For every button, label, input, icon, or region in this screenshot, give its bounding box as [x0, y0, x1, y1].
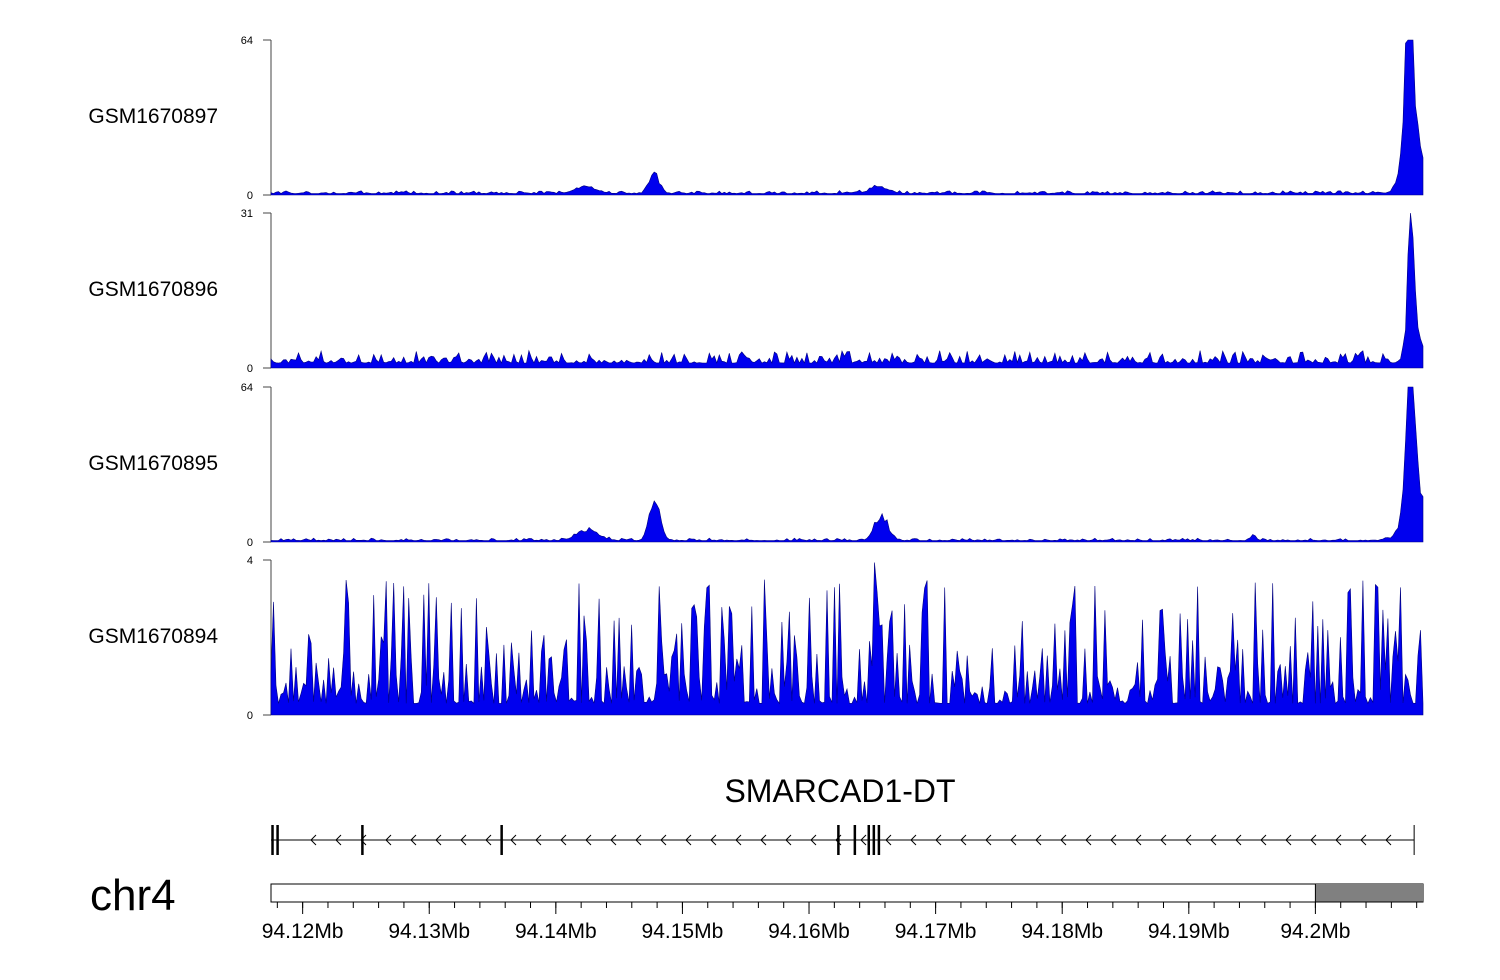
genomic-axis: 94.12Mb 94.13Mb 94.14Mb 94.15Mb 94.16Mb 94.17… [262, 901, 1423, 943]
exon [837, 825, 840, 855]
strand-arrow [985, 834, 992, 846]
strand-arrow [885, 834, 892, 846]
x-tick-label: 94.15Mb [642, 920, 724, 943]
signal-area [270, 212, 1424, 369]
strand-arrow [1210, 834, 1217, 846]
x-tick-label: 94.18Mb [1021, 920, 1103, 943]
strand-arrow [535, 834, 542, 846]
strand-arrow [1335, 834, 1342, 846]
chromosome-band [270, 883, 1424, 903]
cytoband-gray [1315, 884, 1423, 902]
signal-area [270, 562, 1424, 716]
strand-arrow [410, 834, 417, 846]
strand-arrow [1310, 834, 1317, 846]
y-tick-label-min: 0 [247, 537, 253, 549]
strand-arrow [560, 834, 567, 846]
y-tick-label-max: 4 [247, 555, 253, 567]
x-tick-label: 94.13Mb [388, 920, 470, 943]
strand-arrow [1385, 834, 1392, 846]
strand-arrow [1135, 834, 1142, 846]
chromosome-ideogram [270, 883, 1424, 903]
track-label: GSM1670894 [88, 625, 218, 648]
strand-arrow [435, 834, 442, 846]
strand-arrow [1285, 834, 1292, 846]
exon [877, 825, 881, 855]
strand-arrow [1160, 834, 1167, 846]
x-tick-label: 94.16Mb [768, 920, 850, 943]
strand-arrow [810, 834, 817, 846]
track-label: GSM1670896 [88, 278, 218, 301]
strand-arrow [685, 834, 692, 846]
strand-arrow [610, 834, 617, 846]
track-GSM1670895: GSM1670895 64 0 [88, 382, 1424, 549]
exon [867, 825, 871, 855]
track-GSM1670897: GSM1670897 64 0 [88, 35, 1424, 202]
gene-model [271, 825, 1415, 855]
strand-arrow [1085, 834, 1092, 846]
strand-arrow [960, 834, 967, 846]
strand-arrow [1110, 834, 1117, 846]
strand-arrow [385, 834, 392, 846]
x-tick-label: 94.12Mb [262, 920, 344, 943]
strand-arrow [635, 834, 642, 846]
signal-area [270, 386, 1424, 543]
y-tick-label-min: 0 [247, 710, 253, 722]
strand-arrow [910, 834, 917, 846]
strand-arrow [660, 834, 667, 846]
data-tracks: GSM1670897640GSM1670896310GSM1670895640G… [88, 35, 1424, 722]
strand-arrow [1060, 834, 1067, 846]
track-GSM1670896: GSM1670896 31 0 [88, 208, 1424, 375]
strand-arrow [510, 834, 517, 846]
strand-arrow [1360, 834, 1367, 846]
strand-arrow [710, 834, 717, 846]
strand-arrow [1010, 834, 1017, 846]
y-tick-label-min: 0 [247, 363, 253, 375]
strand-arrow [860, 834, 867, 846]
strand-arrow [760, 834, 767, 846]
strand-arrow [1260, 834, 1267, 846]
ideogram-track: chr4 [90, 871, 1424, 920]
y-tick-label-max: 64 [241, 35, 253, 47]
strand-arrow [1035, 834, 1042, 846]
y-tick-label-min: 0 [247, 190, 253, 202]
exon [500, 825, 503, 855]
x-tick-label: 94.17Mb [895, 920, 977, 943]
track-label: GSM1670895 [88, 452, 218, 475]
strand-arrow [310, 834, 317, 846]
strand-arrow [335, 834, 342, 846]
exon [276, 825, 279, 855]
gene-name-label: SMARCAD1-DT [724, 773, 955, 809]
strand-arrow [1185, 834, 1192, 846]
gene-track: SMARCAD1-DT [271, 773, 1415, 855]
strand-arrow [1235, 834, 1242, 846]
strand-arrow [485, 834, 492, 846]
track-label: GSM1670897 [88, 105, 218, 128]
exon [872, 825, 876, 855]
strand-arrow [935, 834, 942, 846]
x-tick-label: 94.2Mb [1280, 920, 1350, 943]
strand-arrow [460, 834, 467, 846]
x-tick-label: 94.14Mb [515, 920, 597, 943]
exon [853, 825, 857, 855]
strand-arrow [585, 834, 592, 846]
x-tick-label: 94.19Mb [1148, 920, 1230, 943]
strand-arrow [785, 834, 792, 846]
exon [361, 825, 364, 855]
track-GSM1670894: GSM1670894 4 0 [88, 555, 1424, 722]
y-tick-label-max: 31 [241, 208, 253, 220]
y-tick-label-max: 64 [241, 382, 253, 394]
signal-area [270, 39, 1424, 196]
chromosome-label: chr4 [90, 871, 176, 920]
strand-arrow [735, 834, 742, 846]
strand-arrow [360, 834, 367, 846]
exon [271, 825, 274, 855]
